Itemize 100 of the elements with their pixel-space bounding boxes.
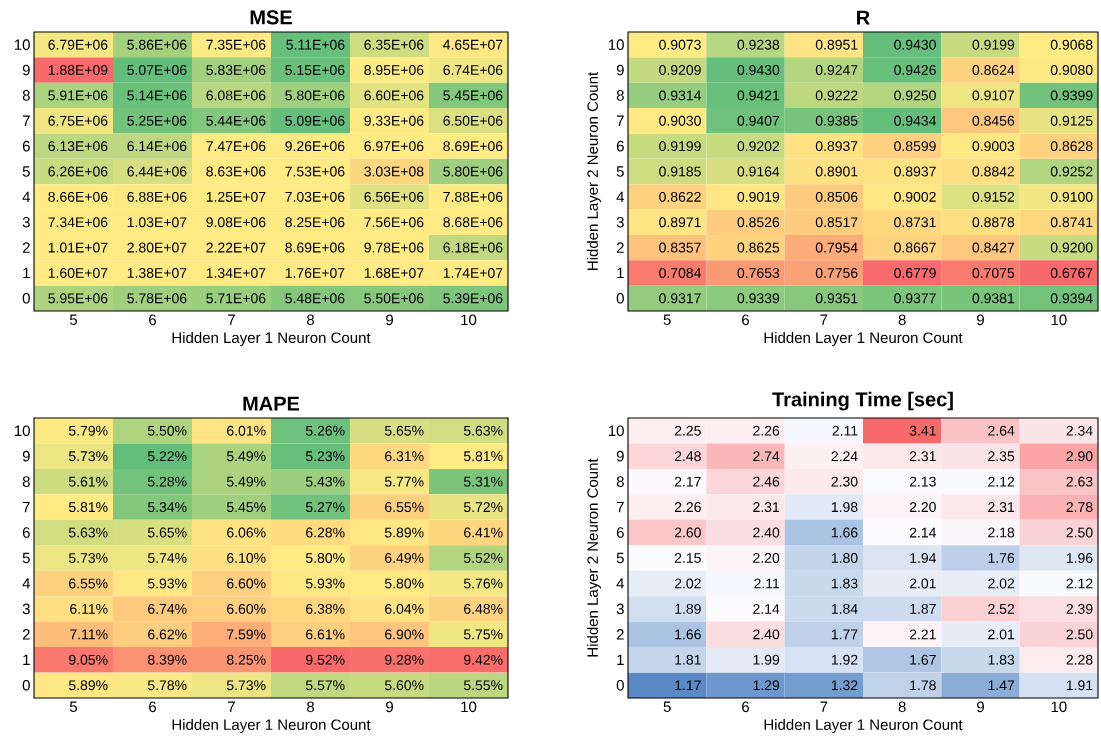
- data-label: 4.65E+07: [443, 39, 503, 50]
- data-label: 5.26%: [305, 425, 345, 436]
- data-label: 0.8628: [1050, 141, 1093, 152]
- chart-title: MSE: [250, 10, 292, 25]
- data-label: 1.94: [910, 553, 937, 563]
- data-label: 0.8456: [972, 115, 1015, 126]
- data-label: 5.11E+06: [286, 39, 345, 50]
- data-label: 2.31: [753, 502, 780, 513]
- data-label: 5.57%: [305, 680, 345, 691]
- data-label: 5.93%: [305, 578, 345, 589]
- data-label: 6.28%: [306, 527, 345, 538]
- data-label: 0.9250: [894, 90, 936, 101]
- data-label: 0.7653: [737, 267, 780, 278]
- data-label: 1.80: [831, 553, 858, 563]
- data-label: 0.9030: [659, 115, 701, 126]
- data-label: 0.9003: [972, 141, 1015, 152]
- y-tick-label: 4: [22, 578, 31, 589]
- data-label: 7.53E+06: [285, 166, 345, 177]
- data-label: 6.55%: [69, 578, 108, 589]
- data-label: 5.86E+06: [127, 39, 187, 50]
- data-label: 5.34%: [147, 502, 187, 513]
- y-tick-label: 5: [616, 552, 624, 564]
- data-label: 9.08E+06: [206, 217, 266, 228]
- data-label: 5.65%: [147, 527, 187, 538]
- data-label: 7.03E+06: [285, 191, 345, 202]
- data-label: 9.52%: [306, 654, 345, 665]
- data-label: 2.50: [1066, 527, 1093, 538]
- y-tick-label: 10: [608, 39, 624, 50]
- data-label: 7.59%: [227, 629, 266, 640]
- data-label: 3.41: [909, 425, 936, 436]
- data-label: 5.49%: [226, 451, 266, 462]
- data-label: 6.31%: [385, 451, 424, 462]
- data-label: 1.29: [753, 680, 780, 691]
- data-label: 6.04%: [385, 603, 424, 614]
- data-label: 7.56E+06: [364, 217, 424, 228]
- data-label: 2.11: [754, 578, 780, 589]
- data-label: 6.97E+06: [364, 141, 424, 152]
- data-label: 5.45E+06: [443, 90, 503, 101]
- y-tick-label: 6: [22, 527, 30, 538]
- x-tick-label: 10: [1051, 701, 1067, 713]
- data-label: 6.06%: [227, 527, 266, 538]
- data-label: 0.8506: [815, 191, 858, 202]
- data-label: 6.13E+06: [48, 141, 108, 152]
- y-tick-label: 3: [22, 603, 30, 615]
- y-tick-label: 10: [14, 425, 30, 437]
- data-label: 9.42%: [464, 654, 503, 665]
- data-label: 6.11%: [70, 603, 108, 614]
- x-tick-label: 9: [386, 701, 393, 713]
- data-label: 5.65%: [384, 425, 424, 436]
- data-label: 2.24: [831, 451, 858, 462]
- data-label: 1.76: [988, 553, 1015, 563]
- y-tick-label: 0: [616, 679, 624, 691]
- data-label: 2.21: [909, 629, 936, 640]
- data-label: 2.52: [988, 603, 1015, 614]
- data-label: 5.81%: [68, 502, 108, 513]
- y-tick-label: 2: [616, 629, 624, 640]
- y-tick-label: 5: [22, 166, 30, 177]
- data-label: 0.9399: [1050, 90, 1093, 101]
- x-axis-title: Hidden Layer 1 Neuron Count: [764, 719, 963, 733]
- y-tick-label: 7: [616, 115, 624, 126]
- data-label: 2.78: [1066, 502, 1093, 513]
- data-label: 0.8971: [659, 217, 701, 228]
- data-label: 2.20: [753, 553, 780, 563]
- y-tick-label: 2: [616, 242, 624, 253]
- data-label: 1.83: [988, 654, 1015, 665]
- data-label: 0.9434: [894, 115, 937, 126]
- data-label: 7.34E+06: [48, 217, 108, 228]
- data-label: 1.66: [675, 629, 701, 640]
- y-axis-title: Hidden Layer 2 Neuron Count: [586, 72, 601, 270]
- data-label: 2.80E+07: [127, 242, 187, 253]
- data-label: 6.38%: [306, 603, 345, 614]
- data-label: 2.46: [753, 476, 780, 487]
- y-tick-label: 6: [22, 140, 30, 152]
- data-label: 9.78E+06: [364, 242, 424, 253]
- data-label: 1.74E+07: [443, 267, 503, 278]
- data-label: 5.45%: [226, 502, 266, 513]
- data-label: 6.79E+06: [48, 39, 108, 50]
- data-label: 5.39E+06: [443, 293, 503, 304]
- y-tick-label: 7: [22, 115, 30, 126]
- data-label: 9.26E+06: [285, 141, 345, 152]
- data-label: 6.18E+06: [443, 242, 503, 253]
- data-label: 7.47E+06: [206, 141, 266, 152]
- data-label: 8.63E+06: [206, 166, 266, 177]
- data-label: 5.23%: [305, 451, 345, 462]
- data-label: 0.7756: [815, 267, 858, 278]
- data-label: 5.22%: [147, 451, 187, 462]
- data-label: 0.8427: [972, 242, 1015, 253]
- y-tick-label: 5: [22, 552, 30, 564]
- data-label: 0.8667: [894, 242, 936, 253]
- data-label: 0.9351: [815, 293, 858, 304]
- data-label: 7.35E+06: [206, 39, 266, 50]
- x-tick-label: 7: [820, 701, 828, 712]
- y-tick-label: 3: [616, 216, 624, 228]
- x-tick-label: 6: [149, 314, 157, 326]
- data-label: 2.60: [674, 527, 701, 538]
- data-label: 1.89: [675, 603, 701, 614]
- data-label: 0.9019: [737, 191, 780, 202]
- data-label: 5.50%: [147, 425, 187, 436]
- data-label: 1.66: [831, 527, 858, 538]
- x-tick-label: 9: [977, 701, 984, 713]
